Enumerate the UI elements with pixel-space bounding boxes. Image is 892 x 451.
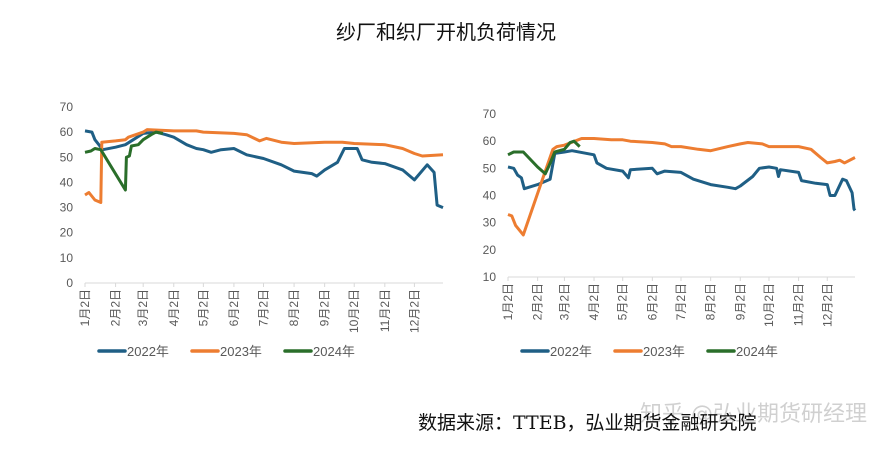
x-tick-label: 11月2日 xyxy=(378,289,392,332)
y-tick-label: 30 xyxy=(483,216,497,230)
x-tick-label: 7月2日 xyxy=(674,283,688,320)
x-tick-label: 9月2日 xyxy=(318,289,332,326)
series-line-2023年 xyxy=(507,137,856,237)
x-tick-label: 3月2日 xyxy=(136,289,150,326)
x-tick-label: 12月2日 xyxy=(407,289,421,333)
y-tick-label: 20 xyxy=(60,226,74,240)
chart-2: 10 20 30 40 50 60 70 1月2日 2月2日 3月2日 4月2日 5月2日 6月2日 7月… xyxy=(483,107,857,359)
y-tick-label: 10 xyxy=(483,270,497,284)
y-tick-label: 50 xyxy=(60,150,74,164)
y-tick-label: 10 xyxy=(60,251,74,265)
x-tick-label: 3月2日 xyxy=(557,283,571,320)
y-tick-label: 70 xyxy=(483,107,497,121)
x-tick-label: 8月2日 xyxy=(287,289,301,326)
x-tick-label: 5月2日 xyxy=(616,283,630,320)
x-tick-label: 4月2日 xyxy=(587,283,601,320)
y-tick-label: 30 xyxy=(60,201,74,215)
x-tick-label: 1月2日 xyxy=(78,289,92,326)
x-tick-label: 5月2日 xyxy=(196,289,210,326)
figure-title: 纱厂和织厂开机负荷情况 xyxy=(336,20,556,44)
y-tick-label: 60 xyxy=(60,125,74,139)
legend-label: 2024年 xyxy=(736,344,778,359)
x-tick-label: 6月2日 xyxy=(227,289,241,326)
x-tick-label: 6月2日 xyxy=(645,283,659,320)
y-tick-label: 50 xyxy=(483,161,497,175)
y-tick-label: 60 xyxy=(483,134,497,148)
y-tick-label: 0 xyxy=(66,276,73,290)
y-tick-label: 20 xyxy=(483,243,497,257)
legend-label: 2022年 xyxy=(127,344,169,359)
series-line-2024年 xyxy=(507,139,581,176)
x-tick-label: 10月2日 xyxy=(347,289,361,333)
x-tick-label: 8月2日 xyxy=(704,283,718,320)
x-tick-label: 10月2日 xyxy=(762,283,776,327)
chart-1: 0 10 20 30 40 50 60 70 1月2日 2月2日 3月2日 4月2日 5月2日 6月2日 7… xyxy=(60,100,444,359)
series-line-2022年 xyxy=(84,129,444,209)
x-tick-label: 1月2日 xyxy=(501,283,515,320)
series-line-2023年 xyxy=(84,128,444,204)
x-tick-label: 9月2日 xyxy=(733,283,747,320)
x-tick-label: 4月2日 xyxy=(167,289,181,326)
x-tick-label: 12月2日 xyxy=(820,283,834,327)
y-tick-label: 70 xyxy=(60,100,74,114)
series-line-2022年 xyxy=(507,149,857,212)
x-tick-label: 7月2日 xyxy=(257,289,271,326)
x-tick-label: 2月2日 xyxy=(531,283,545,320)
legend-label: 2023年 xyxy=(643,344,685,359)
legend-label: 2024年 xyxy=(313,344,355,359)
y-tick-label: 40 xyxy=(483,189,497,203)
legend-label: 2022年 xyxy=(550,344,592,359)
y-tick-label: 40 xyxy=(60,175,74,189)
watermark: 知乎 @弘业期货研经理 xyxy=(640,402,867,427)
source-note: 数据来源：TTEB，弘业期货金融研究院 xyxy=(418,412,757,434)
legend-label: 2023年 xyxy=(220,344,262,359)
series-line-2024年 xyxy=(84,130,164,192)
x-tick-label: 2月2日 xyxy=(109,289,123,326)
x-tick-label: 11月2日 xyxy=(792,283,806,326)
